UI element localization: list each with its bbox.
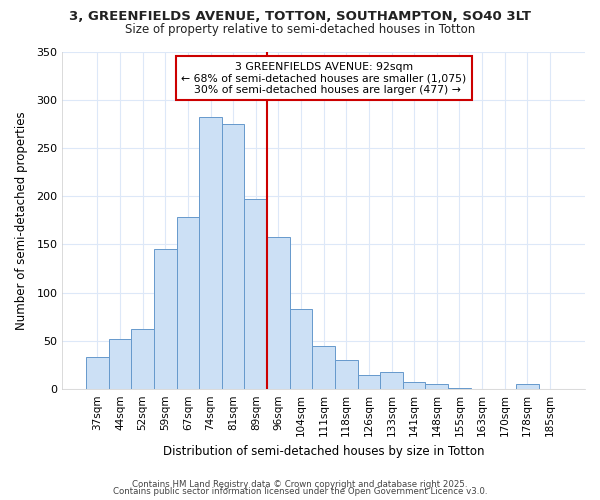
Bar bbox=[425, 384, 448, 389]
Text: 3, GREENFIELDS AVENUE, TOTTON, SOUTHAMPTON, SO40 3LT: 3, GREENFIELDS AVENUE, TOTTON, SOUTHAMPT… bbox=[69, 10, 531, 23]
Bar bbox=[154, 250, 176, 389]
Bar bbox=[109, 339, 131, 389]
Bar bbox=[222, 124, 244, 389]
Bar bbox=[131, 330, 154, 389]
Bar bbox=[290, 309, 313, 389]
X-axis label: Distribution of semi-detached houses by size in Totton: Distribution of semi-detached houses by … bbox=[163, 444, 484, 458]
Text: Contains HM Land Registry data © Crown copyright and database right 2025.: Contains HM Land Registry data © Crown c… bbox=[132, 480, 468, 489]
Bar bbox=[358, 374, 380, 389]
Text: 3 GREENFIELDS AVENUE: 92sqm
← 68% of semi-detached houses are smaller (1,075)
  : 3 GREENFIELDS AVENUE: 92sqm ← 68% of sem… bbox=[181, 62, 466, 95]
Bar bbox=[380, 372, 403, 389]
Bar bbox=[403, 382, 425, 389]
Bar bbox=[516, 384, 539, 389]
Bar bbox=[244, 199, 267, 389]
Bar bbox=[199, 117, 222, 389]
Bar bbox=[335, 360, 358, 389]
Bar bbox=[448, 388, 471, 389]
Bar bbox=[313, 346, 335, 389]
Text: Size of property relative to semi-detached houses in Totton: Size of property relative to semi-detach… bbox=[125, 22, 475, 36]
Text: Contains public sector information licensed under the Open Government Licence v3: Contains public sector information licen… bbox=[113, 487, 487, 496]
Bar bbox=[176, 218, 199, 389]
Y-axis label: Number of semi-detached properties: Number of semi-detached properties bbox=[15, 111, 28, 330]
Bar bbox=[86, 358, 109, 389]
Bar bbox=[267, 236, 290, 389]
